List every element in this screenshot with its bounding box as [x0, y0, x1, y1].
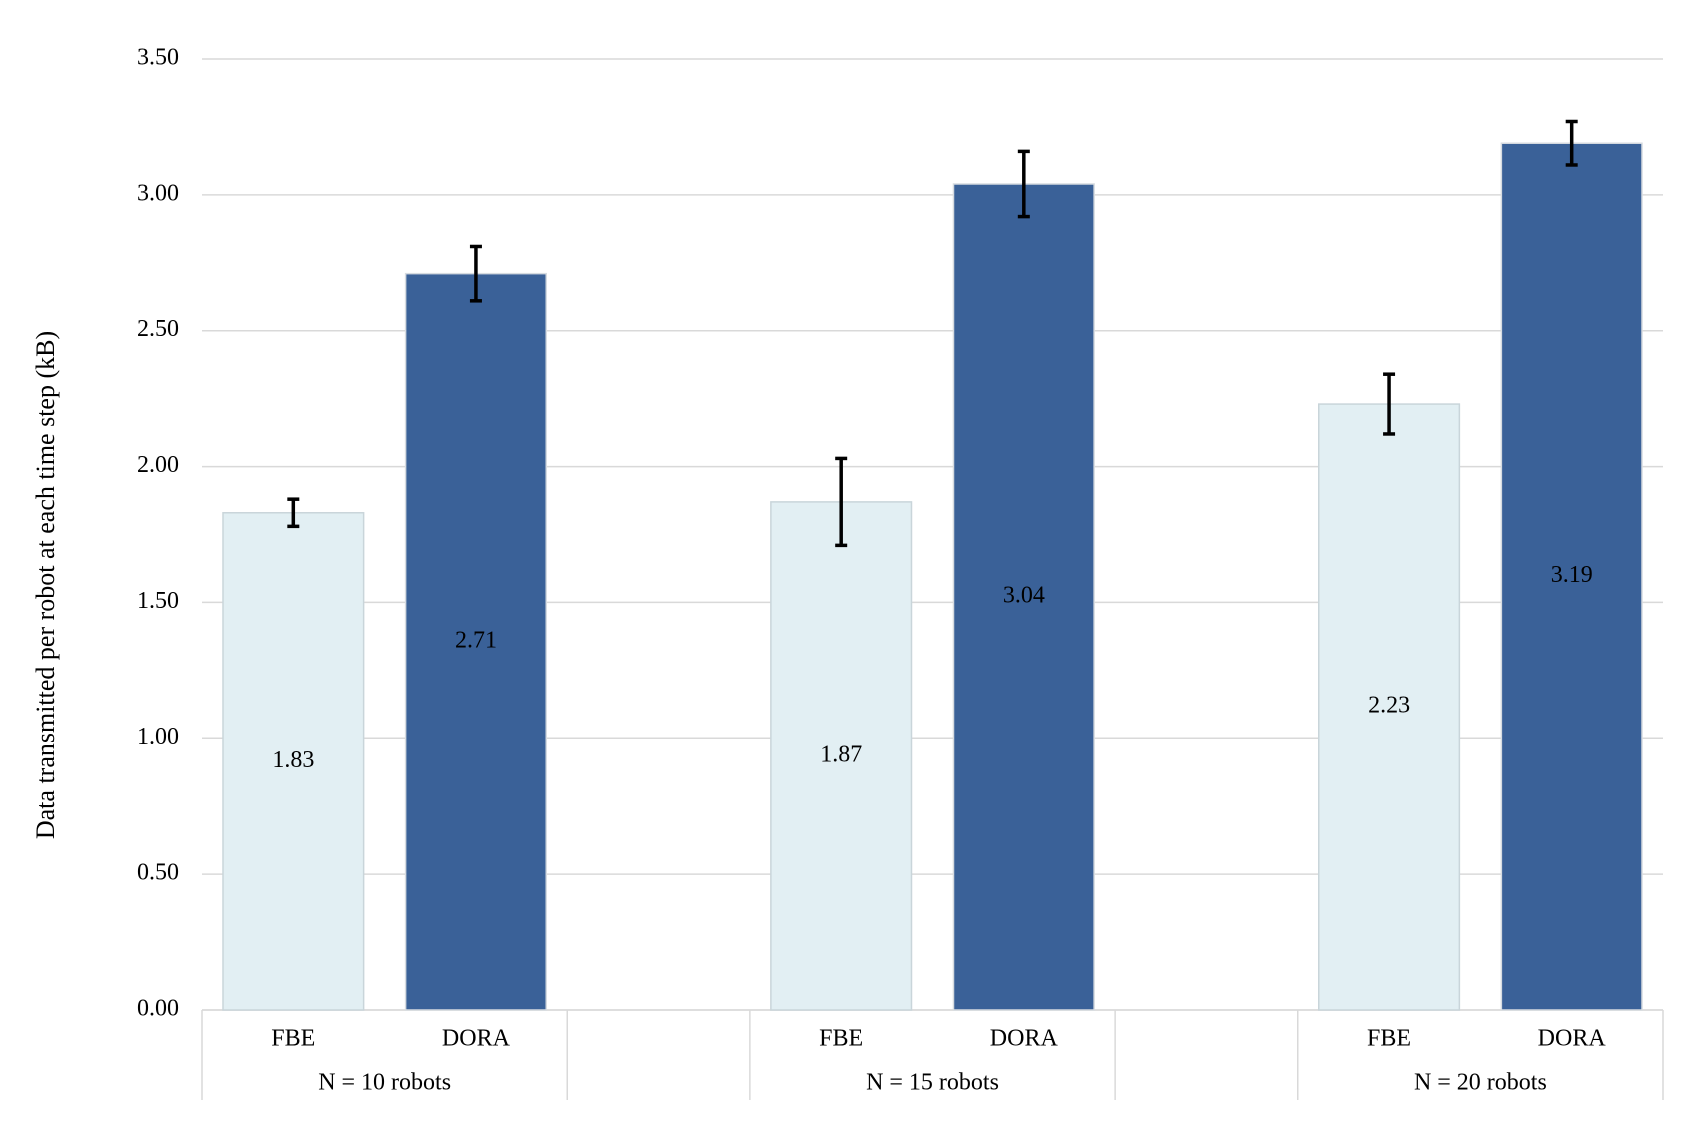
y-tick-label: 2.50: [137, 316, 179, 342]
error-bar: [469, 244, 482, 303]
data-label: 3.04: [1003, 582, 1045, 608]
bar: [404, 272, 547, 1011]
error-bar: [1017, 149, 1030, 219]
y-tick-label: 1.50: [137, 588, 179, 614]
group-label: N = 10 robots: [318, 1070, 451, 1096]
x-tick-label: DORA: [1538, 1026, 1607, 1052]
x-tick-label: DORA: [990, 1026, 1059, 1052]
x-tick-label: FBE: [271, 1026, 315, 1052]
y-axis-title: Data transmitted per robot at each time …: [31, 331, 60, 839]
bar: [1318, 403, 1461, 1011]
y-tick-label: 3.00: [137, 180, 179, 206]
error-bar: [835, 456, 848, 548]
bar: [770, 501, 913, 1011]
y-tick-label: 0.00: [137, 996, 179, 1022]
error-bar: [287, 497, 300, 529]
x-tick-label: FBE: [819, 1026, 863, 1052]
data-label: 2.23: [1368, 693, 1410, 719]
error-bar: [1383, 372, 1396, 436]
bar: [952, 183, 1095, 1011]
error-bar: [1565, 119, 1578, 167]
data-label: 1.83: [272, 747, 314, 773]
data-label: 3.19: [1551, 562, 1593, 588]
bar: [1500, 142, 1643, 1011]
data-label: 1.87: [820, 741, 862, 767]
group-label: N = 15 robots: [866, 1070, 999, 1096]
group-label: N = 20 robots: [1414, 1070, 1547, 1096]
y-tick-label: 1.00: [137, 724, 179, 750]
data-label: 2.71: [455, 627, 497, 653]
y-tick-label: 0.50: [137, 860, 179, 886]
y-tick-label: 3.50: [137, 45, 179, 71]
y-tick-label: 2.00: [137, 452, 179, 478]
bar: [222, 512, 365, 1011]
x-tick-label: FBE: [1367, 1026, 1411, 1052]
x-tick-label: DORA: [442, 1026, 511, 1052]
